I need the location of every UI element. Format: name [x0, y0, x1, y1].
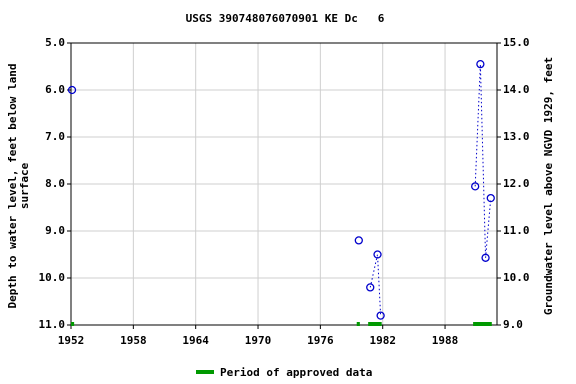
y2-tick-label: 13.0 [503, 130, 530, 143]
y-tick-label: 7.0 [45, 130, 65, 143]
y-axis-label: surface [18, 162, 31, 209]
data-point [366, 283, 375, 292]
x-tick-label: 1952 [58, 334, 85, 347]
y-axis-label: Depth to water level, feet below land [6, 63, 19, 308]
x-tick-label: 1982 [369, 334, 396, 347]
y2-tick-label: 11.0 [503, 224, 530, 237]
plot-frame [70, 42, 498, 326]
chart-title: USGS 390748076070901 KE Dc 6 [186, 12, 385, 25]
data-point [354, 236, 363, 245]
x-tick-label: 1958 [120, 334, 147, 347]
series-line [474, 64, 492, 258]
y-tick-label: 9.0 [45, 224, 65, 237]
x-tick-label: 1988 [432, 334, 459, 347]
data-point [376, 311, 385, 320]
approved-period [356, 322, 360, 326]
y2-tick-label: 14.0 [503, 83, 530, 96]
approved-period [368, 322, 382, 326]
y2-tick-label: 15.0 [503, 36, 530, 49]
y2-tick-label: 10.0 [503, 271, 530, 284]
x-tick-label: 1970 [245, 334, 272, 347]
y-tick-label: 11.0 [39, 318, 66, 331]
y2-tick-label: 9.0 [503, 318, 523, 331]
data-point [373, 250, 382, 259]
x-tick-label: 1964 [182, 334, 209, 347]
data-point [471, 182, 480, 191]
y-tick-label: 5.0 [45, 36, 65, 49]
approved-period [71, 322, 75, 326]
y2-tick-label: 12.0 [503, 177, 530, 190]
x-tick-label: 1976 [307, 334, 334, 347]
data-point [486, 193, 495, 203]
y-tick-label: 10.0 [39, 271, 66, 284]
data-point [481, 253, 490, 262]
series-line [369, 254, 382, 316]
approved-period [473, 322, 492, 326]
y-tick-label: 8.0 [45, 177, 65, 190]
y2-axis-label: Groundwater level above NGVD 1929, feet [542, 57, 555, 315]
data-point [67, 85, 77, 95]
y-tick-label: 6.0 [45, 83, 65, 96]
legend-label: Period of approved data [220, 366, 372, 379]
data-point [476, 60, 485, 69]
